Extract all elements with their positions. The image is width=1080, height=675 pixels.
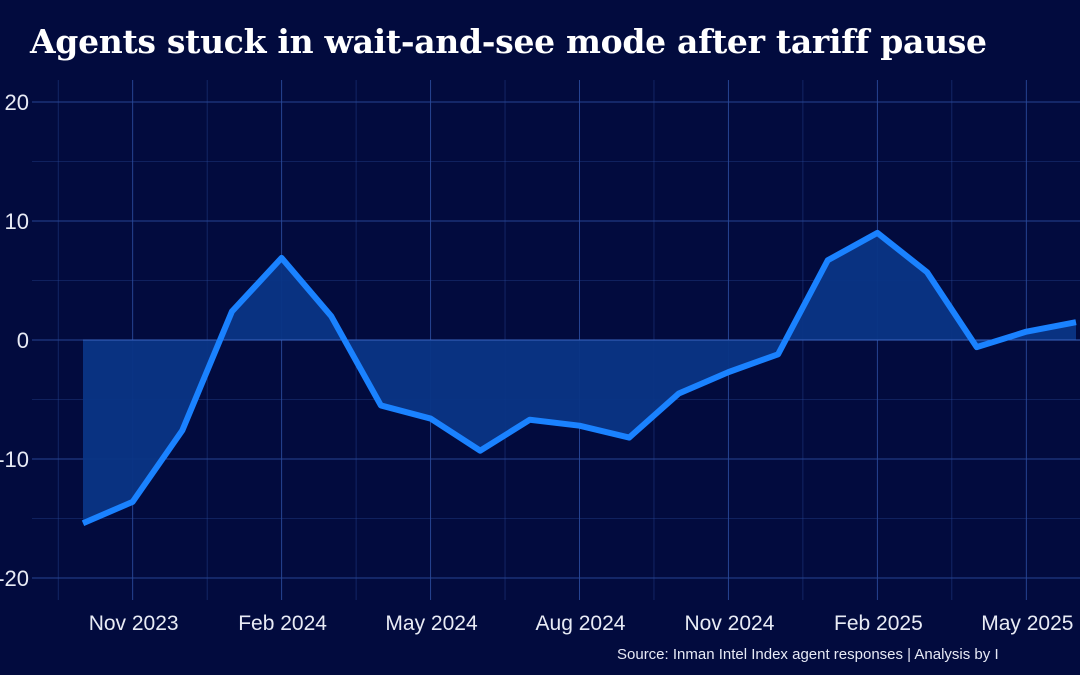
source-note: Source: Inman Intel Index agent response… <box>617 646 999 663</box>
x-tick-label: May 2025 <box>981 612 1073 635</box>
y-tick-label: -10 <box>0 447 29 472</box>
x-tick-label: Nov 2023 <box>89 612 179 635</box>
y-tick-label: 20 <box>5 90 29 115</box>
x-axis-ticks: Nov 2023 Feb 2024 May 2024 Aug 2024 Nov 2024… <box>89 612 1074 635</box>
x-tick-label: May 2024 <box>385 612 478 635</box>
x-tick-label: Nov 2024 <box>684 612 774 635</box>
x-tick-label: Feb 2025 <box>834 612 923 635</box>
y-tick-label: 10 <box>5 209 29 234</box>
y-tick-label: 0 <box>17 328 29 353</box>
series-line <box>81 229 1077 527</box>
y-tick-label: -20 <box>0 566 29 591</box>
area-fill <box>83 232 1080 524</box>
x-tick-label: Aug 2024 <box>536 612 626 635</box>
x-tick-label: Feb 2024 <box>238 612 327 635</box>
area-fill-path <box>83 232 1076 524</box>
y-axis-ticks: 20 10 0 -10 -20 <box>0 90 29 591</box>
chart-title: Agents stuck in wait-and-see mode after … <box>30 22 987 61</box>
